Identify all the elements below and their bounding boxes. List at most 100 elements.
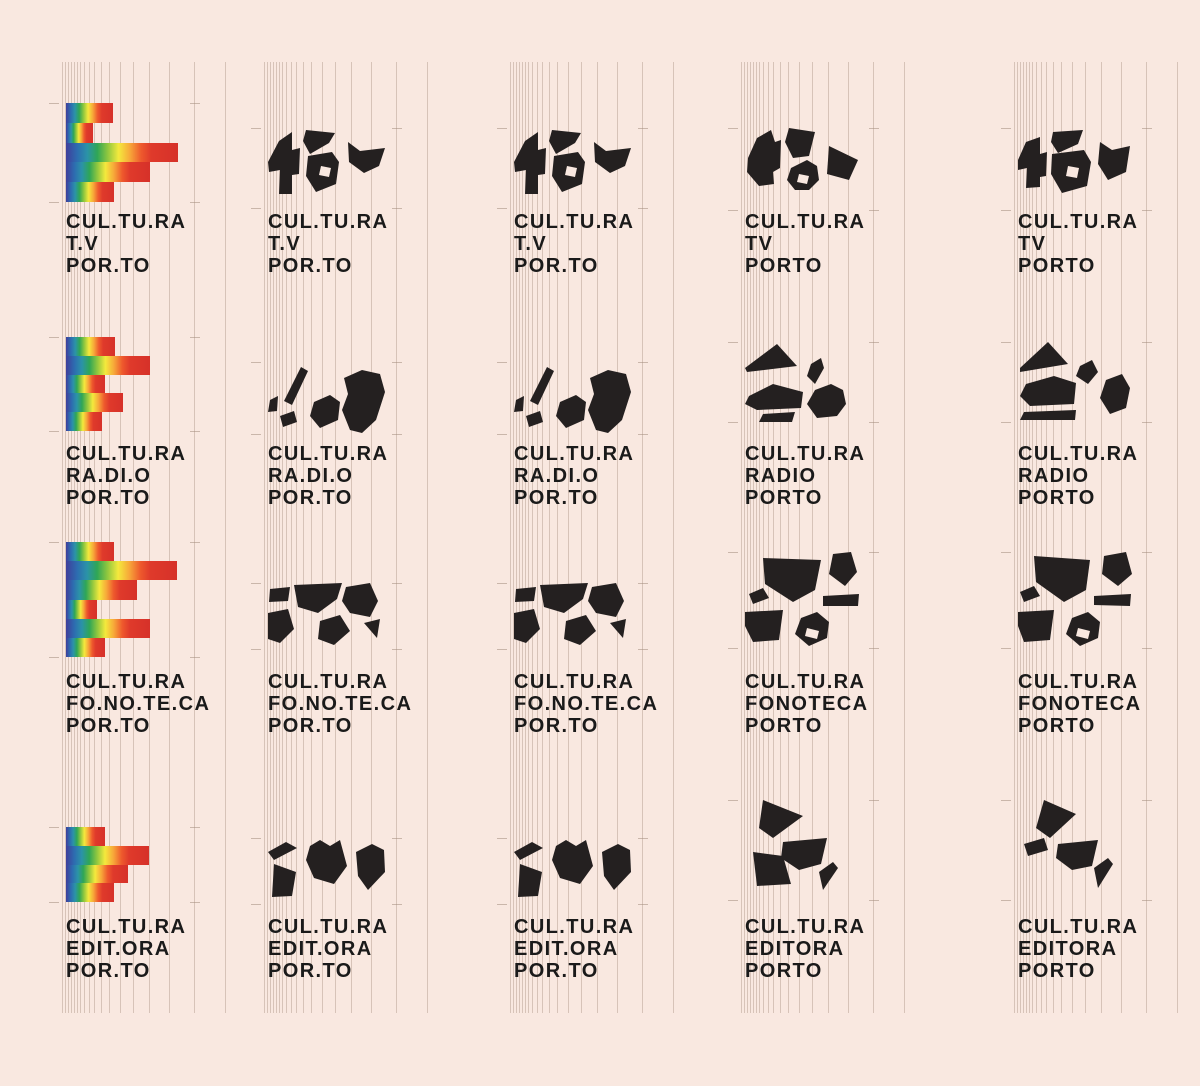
wordmark-line: CUL.TU.RA <box>514 211 635 233</box>
registration-tick <box>49 431 59 432</box>
registration-tick <box>638 838 648 839</box>
rainbow-bars-fonoteca-logo <box>66 542 256 658</box>
registration-tick <box>49 337 59 338</box>
wordmark-fonoteca-plain: CUL.TU.RA FONOTECA PORTO <box>1018 671 1141 737</box>
wordmark-line: POR.TO <box>66 487 151 509</box>
registration-tick <box>190 103 200 104</box>
grid-line <box>1061 62 1062 1013</box>
registration-tick <box>392 362 402 363</box>
grid-line <box>1084 62 1086 1013</box>
registration-tick <box>392 904 402 905</box>
wordmark-radio-dotted: CUL.TU.RA RA.DI.O POR.TO <box>514 443 634 509</box>
fragment-shapes <box>1024 800 1113 888</box>
logo-cell-radio-fragments-sharp: CUL.TU.RA RADIO PORTO <box>1018 334 1200 564</box>
wordmark-line: CUL.TU.RA <box>66 211 187 233</box>
grid-line <box>827 62 829 1013</box>
grid-line <box>109 62 110 1013</box>
fragment-shapes <box>514 130 631 194</box>
grid-line <box>847 62 849 1013</box>
grid-line <box>1176 62 1178 1013</box>
grid-line <box>672 62 674 1013</box>
wordmark-tv-dotted: CUL.TU.RA T.V POR.TO <box>268 211 388 277</box>
wordmark-line: CUL.TU.RA <box>1018 211 1139 233</box>
registration-tick <box>638 434 648 435</box>
rainbow-bar <box>66 122 93 143</box>
wordmark-radio-plain: CUL.TU.RA RADIO PORTO <box>745 443 865 509</box>
rainbow-bar <box>66 864 128 884</box>
rainbow-bar <box>66 337 115 356</box>
registration-tick <box>728 648 738 649</box>
wordmark-tv-plain: CUL.TU.RA TV PORTO <box>745 211 865 277</box>
registration-tick <box>190 902 200 903</box>
grid-line <box>525 62 526 1013</box>
registration-tick <box>1142 900 1152 901</box>
logo-cell-fonoteca-fragments-sharp: CUL.TU.RA FONOTECA PORTO <box>1018 540 1200 770</box>
wordmark-line: PORTO <box>745 487 823 509</box>
registration-tick <box>869 128 879 129</box>
registration-tick <box>1142 342 1152 343</box>
wordmark-line: POR.TO <box>514 487 599 509</box>
wordmark-line: CUL.TU.RA <box>745 916 866 938</box>
grid-line <box>94 62 95 1013</box>
wordmark-line: CUL.TU.RA <box>514 671 635 693</box>
grid-line <box>779 62 781 1013</box>
grid-line <box>763 62 764 1013</box>
wordmark-line: FO.NO.TE.CA <box>66 693 211 715</box>
wordmark-line: CUL.TU.RA <box>268 671 389 693</box>
logo-cell-radio-fragments-1: CUL.TU.RA RA.DI.O POR.TO <box>268 334 458 564</box>
fragment-shapes <box>1020 342 1130 420</box>
wordmark-editora-plain: CUL.TU.RA EDITORA PORTO <box>745 916 865 982</box>
fragment-shapes <box>268 840 385 897</box>
wordmark-radio-dotted: CUL.TU.RA RA.DI.O POR.TO <box>66 443 186 509</box>
fragment-shapes <box>745 552 859 646</box>
wordmark-line: POR.TO <box>514 960 599 982</box>
logo-cell-tv-rainbow: CUL.TU.RA T.V POR.TO <box>66 98 256 328</box>
wordmark-tv-dotted: CUL.TU.RA T.V POR.TO <box>66 211 186 277</box>
registration-tick <box>251 362 261 363</box>
wordmark-line: EDIT.ORA <box>514 938 619 960</box>
grid-line <box>148 62 150 1013</box>
grid-line <box>1029 62 1030 1013</box>
grid-line <box>1017 62 1018 1013</box>
grid-line <box>747 62 748 1013</box>
wordmark-fonoteca-dotted: CUL.TU.RA FO.NO.TE.CA POR.TO <box>66 671 210 737</box>
registration-tick <box>1001 422 1011 423</box>
grid-line <box>522 62 523 1013</box>
grid-line <box>641 62 643 1013</box>
wordmark-line: CUL.TU.RA <box>268 443 389 465</box>
rainbow-bar <box>66 827 105 846</box>
grid-line <box>516 62 517 1013</box>
rainbow-bar <box>66 142 178 163</box>
registration-tick <box>1001 648 1011 649</box>
grid-line <box>536 62 538 1013</box>
registration-tick <box>392 583 402 584</box>
registration-tick <box>49 827 59 828</box>
registration-tick <box>1001 552 1011 553</box>
grid-line <box>616 62 618 1013</box>
grid-line <box>132 62 134 1013</box>
wordmark-line: PORTO <box>745 255 823 277</box>
registration-tick <box>638 362 648 363</box>
grid-line <box>273 62 274 1013</box>
rainbow-bars-radio-logo <box>66 337 256 431</box>
logo-cell-fonoteca-rainbow: CUL.TU.RA FO.NO.TE.CA POR.TO <box>66 540 256 770</box>
rainbow-bar <box>66 542 114 562</box>
logo-cell-editora-fragments-sharp: CUL.TU.RA EDITORA PORTO <box>1018 798 1200 1028</box>
registration-tick <box>497 128 507 129</box>
grid-line <box>71 62 72 1013</box>
fragment-shapes <box>268 367 385 433</box>
grid-line <box>311 62 312 1013</box>
wordmark-fonoteca-dotted: CUL.TU.RA FO.NO.TE.CA POR.TO <box>268 671 412 737</box>
registration-tick <box>497 362 507 363</box>
logo-cell-tv-fragments-rounded: CUL.TU.RA TV PORTO <box>745 98 935 328</box>
rainbow-bar <box>66 561 177 581</box>
grid-line <box>548 62 550 1013</box>
wordmark-line: RADIO <box>745 465 817 487</box>
grid-line <box>788 62 789 1013</box>
wordmark-line: PORTO <box>1018 487 1096 509</box>
wordmark-line: CUL.TU.RA <box>1018 443 1139 465</box>
registration-tick <box>1142 800 1152 801</box>
registration-tick <box>251 904 261 905</box>
registration-tick <box>251 434 261 435</box>
fragment-shapes <box>747 128 858 190</box>
